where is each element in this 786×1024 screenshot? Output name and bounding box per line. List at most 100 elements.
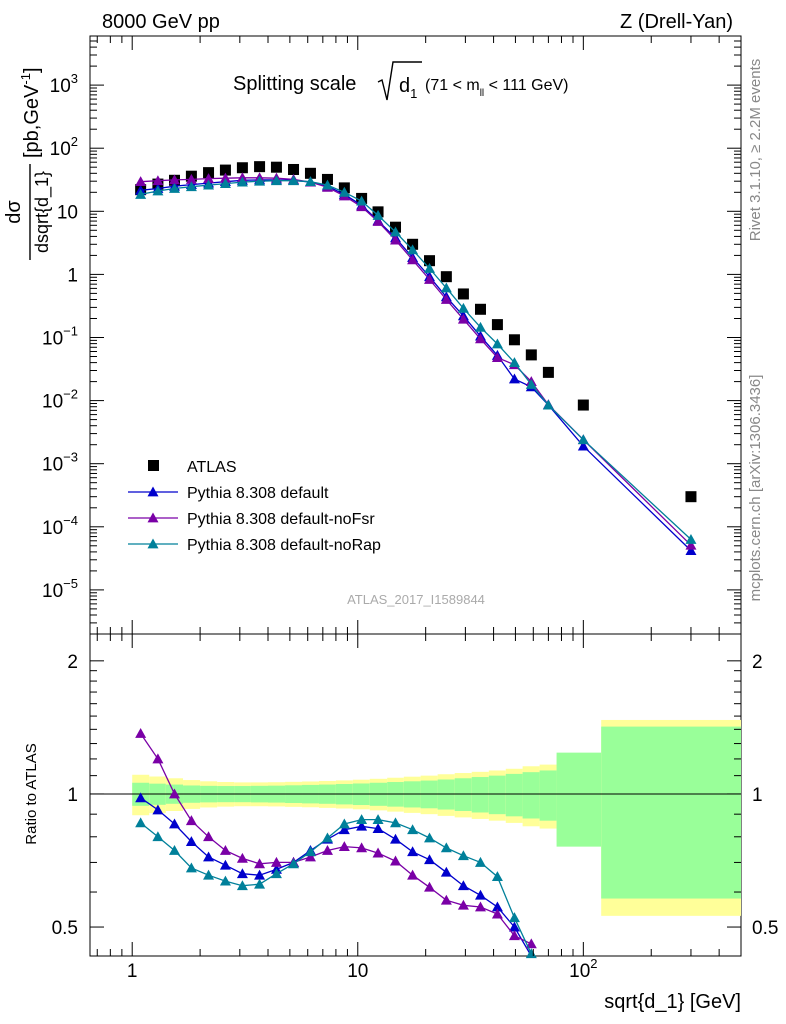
ratio-data-point: [356, 820, 368, 831]
atlas-data-point: [236, 162, 248, 174]
ratio-y-tick-label: 2: [67, 652, 78, 673]
mc-data-point: [542, 399, 554, 410]
mc-data-point: [508, 357, 520, 368]
atlas-data-point: [424, 255, 436, 267]
ratio-data-point: [135, 792, 147, 803]
ratio-data-point: [338, 841, 350, 852]
legend-label: Pythia 8.308 default-noRap: [187, 537, 381, 554]
ratio-data-point: [254, 869, 266, 880]
ratio-data-point: [407, 869, 419, 880]
mc-data-point: [152, 175, 164, 186]
ratio-data-point: [390, 833, 402, 844]
y-label-numerator: dσ: [3, 200, 25, 224]
y-label-unit: [pb,GeV-1]: [18, 67, 43, 158]
ratio-y-tick-label: 1: [67, 785, 78, 806]
ratio-data-point: [491, 871, 503, 882]
ratio-data-point: [152, 804, 164, 815]
atlas-data-point: [440, 271, 452, 283]
atlas-data-point: [577, 399, 589, 411]
plot-title-range: (71 < mll < 111 GeV): [425, 77, 568, 99]
ratio-data-point: [356, 814, 368, 824]
analysis-label: ATLAS_2017_I1589844: [347, 592, 485, 607]
ratio-data-point: [407, 824, 419, 835]
ratio-axis-ticks: [90, 634, 741, 956]
plot-title: Splitting scale: [233, 73, 356, 95]
ratio-data-point: [219, 844, 231, 855]
ratio-data-point: [356, 842, 368, 853]
legend-marker-square: [148, 460, 159, 471]
atlas-data-point: [685, 491, 697, 503]
mc-data-point: [525, 378, 537, 389]
plot-title-main: Splitting scale: [233, 73, 356, 95]
mc-data-point: [185, 181, 197, 192]
ratio-data-point: [135, 817, 147, 828]
ratio-data-point: [168, 788, 180, 799]
ratio-data-point: [219, 859, 231, 870]
header-right: Z (Drell-Yan): [620, 11, 733, 33]
ratio-data-point: [474, 856, 486, 867]
header-left: 8000 GeV pp: [102, 11, 220, 33]
mc-data-point: [168, 174, 180, 185]
ratio-data-point: [338, 818, 350, 829]
ratio-data-point: [390, 817, 402, 828]
x-tick-label: 10: [347, 961, 368, 982]
mc-data-point: [236, 176, 248, 187]
mc-data-point: [407, 254, 419, 265]
x-tick-label: 102: [569, 956, 597, 982]
ratio-band-inner: [488, 775, 506, 815]
atlas-data-point: [270, 161, 282, 173]
ratio-data-point: [508, 912, 520, 923]
atlas-data-point: [304, 167, 316, 179]
ratio-data-point: [440, 866, 452, 877]
ratio-data-point: [424, 832, 436, 843]
mc-data-point: [424, 274, 436, 284]
mc-data-point: [457, 313, 469, 324]
y-label-denominator: dsqrt{d_1}: [32, 171, 53, 253]
ratio-data-point: [474, 889, 486, 900]
ratio-band-inner: [454, 778, 472, 811]
mc-data-point: [440, 294, 452, 304]
x-tick-labels: 1 10 102: [127, 956, 598, 982]
ratio-data-point: [440, 842, 452, 853]
main-y-tick-label: 1: [67, 265, 78, 286]
ratio-band-inner: [539, 770, 557, 821]
legend: ATLAS Pythia 8.308 default Pythia 8.308 de…: [128, 459, 381, 554]
ratio-data-point: [407, 846, 419, 857]
plot-title-var: d1: [399, 75, 417, 101]
legend-label: ATLAS: [187, 459, 237, 476]
mc-data-point: [168, 182, 180, 193]
ratio-data-point: [185, 862, 197, 873]
mc-data-point: [203, 173, 215, 183]
mc-data-point: [372, 215, 384, 226]
ratio-data-point: [321, 832, 333, 843]
mc-data-point: [219, 178, 231, 188]
x-axis-label: sqrt{d_1} [GeV]: [604, 991, 741, 1013]
mc-data-point: [356, 201, 368, 212]
mc-data-point: [685, 545, 697, 555]
main-axis-ticks: [90, 36, 741, 634]
mc-data-point: [185, 173, 197, 184]
ratio-data-point: [203, 869, 215, 880]
ratio-data-point: [236, 880, 248, 891]
atlas-data-point: [542, 366, 554, 378]
main-y-tick-label: 10−2: [42, 387, 78, 413]
ratio-data-point: [152, 753, 164, 764]
ratio-data-point: [219, 875, 231, 886]
mc-data-point: [474, 333, 486, 344]
ratio-band-inner: [601, 726, 741, 899]
legend-marker-triangle: [147, 512, 159, 523]
main-y-tick-label: 10−4: [42, 513, 78, 539]
mc-data-point: [135, 188, 147, 199]
ratio-data-point: [135, 727, 147, 738]
ratio-plot-data: [135, 727, 537, 959]
mc-data-point: [288, 175, 300, 186]
x-tick-label: 1: [127, 961, 138, 982]
mc-data-point: [508, 373, 520, 384]
ratio-data-point: [338, 824, 350, 835]
mc-data-point: [390, 234, 402, 245]
ratio-data-point: [168, 818, 180, 829]
main-y-tick-label: 10−3: [42, 450, 78, 476]
mc-data-point: [407, 244, 419, 255]
ratio-data-point: [254, 878, 266, 889]
ratio-data-point: [236, 868, 248, 879]
